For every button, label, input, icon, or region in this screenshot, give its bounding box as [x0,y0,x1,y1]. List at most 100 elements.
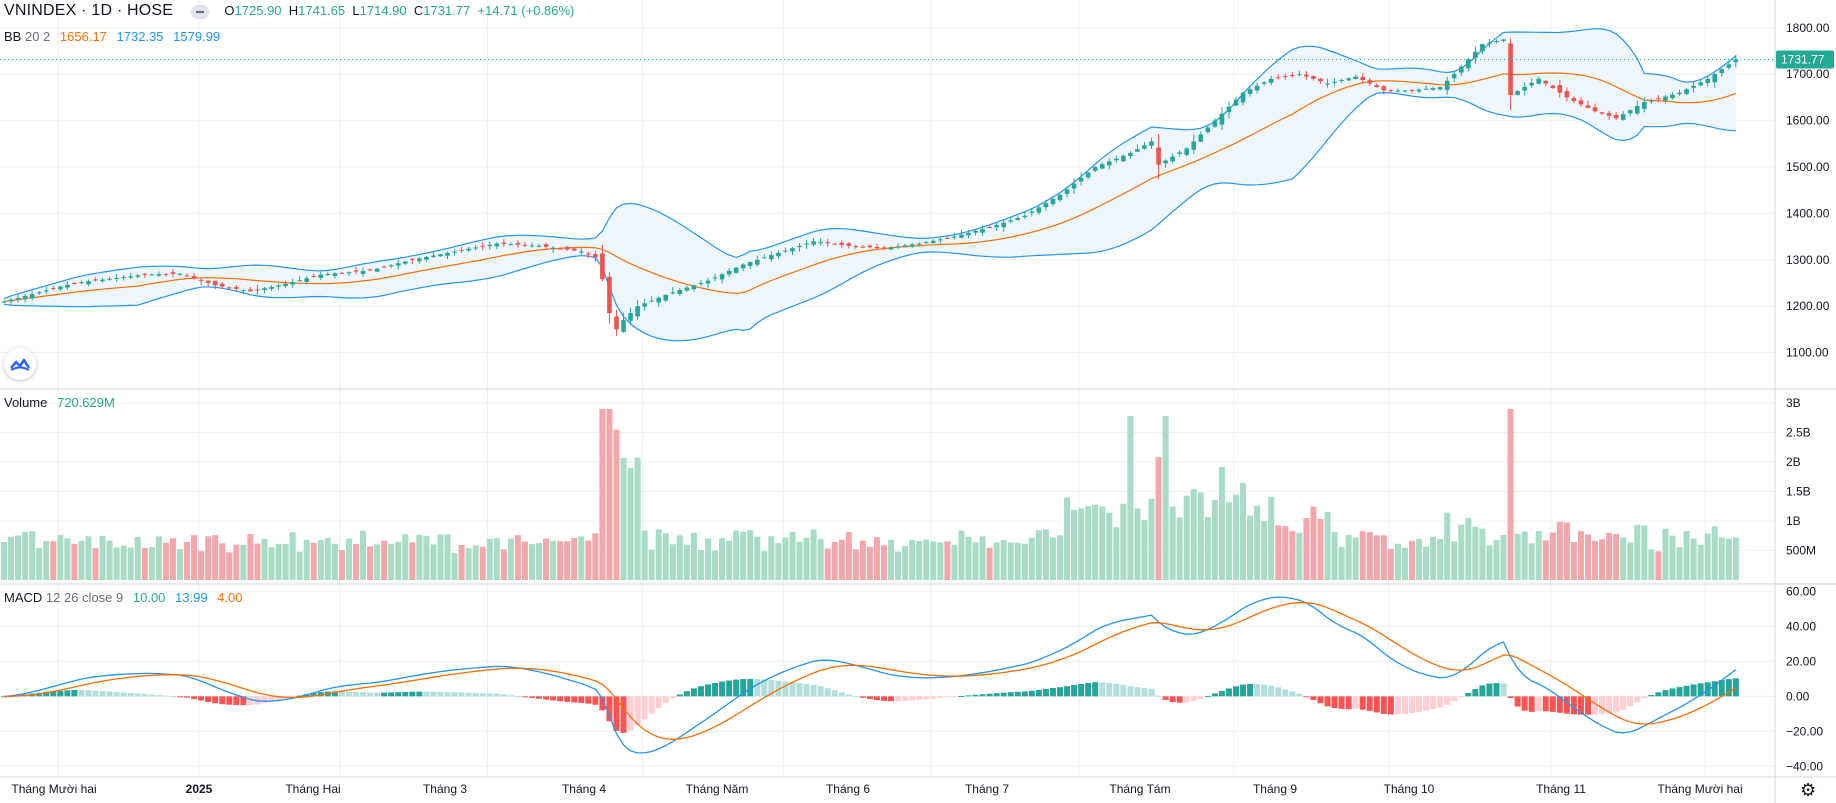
bb-legend[interactable]: BB 20 2 1656.17 1732.35 1579.99 [4,28,220,46]
volume-bar [1662,528,1669,580]
candle-body [1219,113,1225,125]
volume-bar [162,542,169,580]
volume-bar [1345,534,1352,580]
candle-body [248,289,253,292]
volume-bar [1521,531,1528,580]
volume-bar [1599,539,1606,580]
macd-histogram-bar [782,681,789,697]
candle-body [1571,97,1577,101]
macd-histogram-bar [873,696,880,701]
volume-bar [1324,511,1331,580]
volume-bar [507,538,514,580]
candle-body [374,268,380,272]
volume-bar [1444,512,1451,580]
candle-body [698,282,704,284]
volume-bar [592,533,599,580]
candle-body [1304,74,1309,77]
macd-histogram-bar [1197,696,1204,699]
macd-histogram-bar [1057,687,1063,697]
volume-bar [627,467,634,580]
macd-histogram-bar [1240,684,1247,697]
volume-bar [1296,532,1303,580]
bb-params: 20 2 [24,29,51,44]
macd-histogram-bar [1570,696,1577,715]
candle-body [1198,134,1204,142]
collapse-legend-icon[interactable] [190,4,209,19]
candle-body [1529,82,1534,86]
candle-body [234,286,239,289]
macd-histogram-bar [57,690,64,697]
macd-histogram-bar [1324,696,1331,707]
volume-bar [493,538,500,580]
macd-legend[interactable]: MACD 12 26 close 9 10.00 13.99 4.00 [4,589,243,607]
macd-histogram-bar [1169,696,1176,703]
candle-body [388,265,394,267]
macd-histogram-bar [1310,696,1317,700]
candle-body [952,236,957,238]
macd-histogram-bar [1585,696,1591,715]
candle-body [1585,105,1591,108]
volume-bar [240,544,247,580]
macd-histogram-bar [923,696,930,700]
candle-body [832,243,838,245]
candle-body [593,254,598,258]
candle-body [431,255,436,258]
macd-histogram-bar [627,696,634,731]
volume-bar [1303,518,1310,580]
macd-histogram-bar [71,690,78,697]
candle-body [966,232,971,236]
candle-body [790,248,795,252]
volume-bar [733,530,740,580]
macd-histogram-bar [409,691,416,697]
volume-bar [1627,542,1634,580]
volume-bars [1,408,1739,580]
macd-histogram-bar [881,696,887,701]
candle-body [1022,215,1028,218]
candle-body [853,246,859,248]
volume-bar [1500,535,1507,580]
volume-bar [514,535,521,580]
candle-body [529,245,535,247]
volume-bar [712,550,719,580]
volume-bar [1359,531,1366,580]
macd-histogram-bar [1409,696,1415,714]
candle-body [860,246,866,248]
volume-bar [1120,503,1127,580]
candle-body [642,303,647,307]
macd-histogram-bar [78,690,85,697]
macd-histogram-bar [1542,696,1549,712]
macd-histogram-bar [1493,683,1500,697]
symbol-legend: VNINDEX · 1D · HOSE O1725.90 H1741.65 L1… [4,2,574,20]
macd-histogram-bar [719,681,726,697]
macd-histogram-bar [592,696,599,705]
volume-bar [1155,457,1162,580]
candle-body [881,247,887,249]
volume-bar [254,543,261,580]
candle-body [705,280,711,284]
volume-legend[interactable]: Volume 720.629M [4,394,115,412]
candle-body [417,258,422,262]
volume-bar [782,537,789,580]
macd-histogram-bar [233,696,240,706]
volume-bar [676,535,683,580]
candle-body [1247,89,1253,94]
macd-histogram-bar [1394,696,1401,715]
tick-label: 1400.00 [1786,206,1830,220]
tradingview-logo-icon[interactable] [4,348,36,380]
symbol-title[interactable]: VNINDEX · 1D · HOSE [4,2,174,19]
macd-histogram-bar [219,696,226,705]
candle-body [1733,59,1739,63]
volume-bar [169,538,176,580]
macd-histogram-bar [1028,690,1035,697]
volume-bar [620,457,627,580]
tick-label: Tháng Hai [285,782,340,796]
macd-histogram-bar [1641,696,1648,699]
volume-bar [923,539,930,580]
volume-bar [338,549,345,580]
volume-bar [1233,494,1239,580]
volume-bar [1169,506,1176,580]
settings-gear-icon[interactable]: ⚙ [1800,780,1817,800]
candle-body [522,244,528,246]
candle-body [1212,120,1218,127]
